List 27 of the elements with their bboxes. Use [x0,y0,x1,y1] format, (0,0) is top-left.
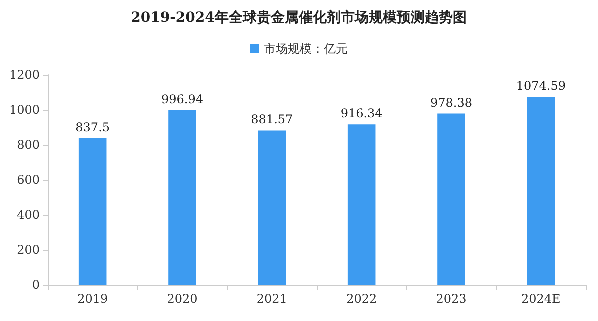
x-tick-label: 2020 [167,292,198,306]
data-label: 881.57 [251,112,294,127]
bar [78,138,107,285]
data-label: 916.34 [340,106,384,121]
data-label: 1074.59 [516,78,566,93]
bar [527,96,556,285]
data-label: 978.38 [430,96,472,110]
x-tick-label: 2021 [256,292,288,306]
x-tick-label: 2022 [346,292,378,306]
y-tick-label: 1000 [9,103,40,117]
y-tick-label: 400 [17,208,40,222]
y-tick-label: 800 [17,138,40,152]
bar [348,124,376,285]
data-label: 837.5 [76,120,110,134]
bar [258,130,286,285]
y-tick-label: 0 [32,278,40,292]
legend-label: 市场规模：亿元 [264,42,348,56]
data-label: 996.94 [162,92,204,107]
y-tick-label: 200 [17,243,40,257]
y-tick-label: 1200 [9,68,40,82]
bar [168,110,196,285]
y-tick-label: 600 [17,173,40,187]
bar [438,114,466,285]
x-tick-label: 2024E [522,292,561,306]
chart-title: 2019-2024年全球贵金属催化剂市场规模预测趋势图 [131,9,467,26]
x-tick-label: 2023 [436,292,467,306]
x-tick-label: 2019 [78,292,108,306]
